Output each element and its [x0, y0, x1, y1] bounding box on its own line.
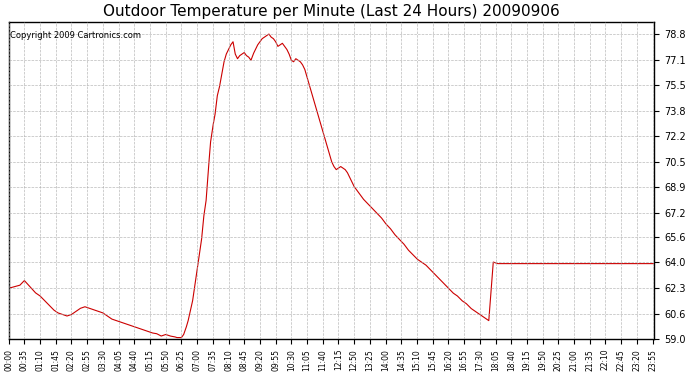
Title: Outdoor Temperature per Minute (Last 24 Hours) 20090906: Outdoor Temperature per Minute (Last 24 …	[103, 4, 560, 19]
Text: Copyright 2009 Cartronics.com: Copyright 2009 Cartronics.com	[10, 31, 141, 40]
